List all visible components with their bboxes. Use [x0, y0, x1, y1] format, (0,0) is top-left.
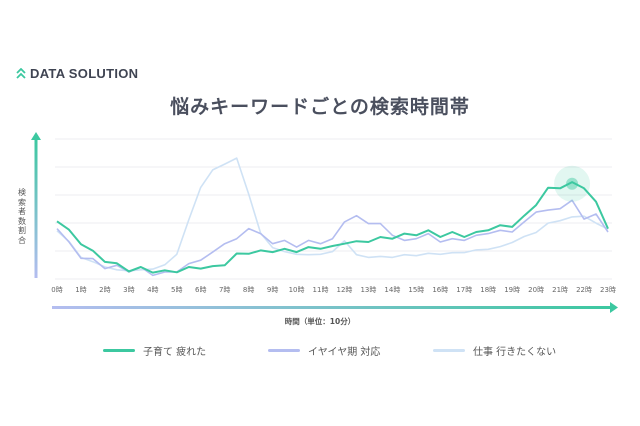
x-axis-arrow-shaft	[52, 306, 612, 309]
series-line-0	[56, 181, 609, 274]
y-axis-label: 検索者数割合	[18, 188, 26, 245]
double-chevron-up-icon	[16, 67, 26, 79]
series-line-1	[56, 199, 609, 277]
legend-item: 子育て 疲れた	[103, 343, 206, 358]
x-axis-label: 時間（単位：10分）	[284, 317, 356, 326]
x-tick-label: 10時	[289, 286, 305, 294]
legend-item: 仕事 行きたくない	[433, 343, 556, 358]
legend-label: 仕事 行きたくない	[473, 347, 557, 358]
x-tick-label: 19時	[504, 286, 520, 294]
x-tick-label: 20時	[528, 286, 544, 294]
x-tick-label: 17時	[456, 286, 472, 294]
x-tick-label: 0時	[51, 286, 62, 294]
peak-highlight-marker	[566, 177, 579, 190]
x-tick-label: 22時	[576, 286, 592, 294]
x-tick-label: 18時	[480, 286, 496, 294]
x-tick-label: 8時	[243, 286, 254, 294]
x-tick-label: 16時	[432, 286, 448, 294]
x-tick-label: 14時	[384, 286, 400, 294]
y-axis-arrow-shaft	[34, 138, 38, 278]
chart-title: 悩みキーワードごとの検索時間帯	[170, 96, 470, 118]
series-line-2	[56, 157, 609, 272]
x-tick-label: 4時	[147, 286, 158, 294]
x-tick-label: 6時	[195, 286, 206, 294]
x-axis-arrow-head	[610, 302, 618, 313]
legend-item: イヤイヤ期 対応	[268, 343, 380, 358]
legend-swatch	[103, 349, 135, 352]
x-tick-label: 13時	[360, 286, 376, 294]
x-tick-label: 15時	[408, 286, 424, 294]
legend-label: 子育て 疲れた	[143, 347, 207, 358]
legend-label: イヤイヤ期 対応	[308, 347, 381, 358]
x-tick-label: 2時	[99, 286, 110, 294]
x-tick-label: 21時	[552, 286, 568, 294]
legend-swatch	[433, 349, 465, 352]
x-tick-label: 3時	[123, 286, 134, 294]
peak-highlight-halo	[554, 165, 591, 202]
x-tick-label: 11時	[313, 286, 329, 294]
x-tick-label: 7時	[219, 286, 230, 294]
legend: 子育て 疲れた イヤイヤ期 対応 仕事 行きたくない	[0, 343, 640, 359]
x-tick-label: 5時	[171, 286, 182, 294]
x-tick-label: 23時	[600, 286, 616, 294]
x-tick-label: 9時	[267, 286, 278, 294]
x-tick-label: 1時	[75, 286, 86, 294]
y-axis-arrow-head	[31, 132, 41, 140]
brand-logo-text: DATA SOLUTION	[30, 66, 139, 81]
legend-swatch	[268, 349, 300, 352]
x-tick-label: 12時	[337, 286, 353, 294]
brand-logo: DATA SOLUTION	[16, 66, 138, 81]
